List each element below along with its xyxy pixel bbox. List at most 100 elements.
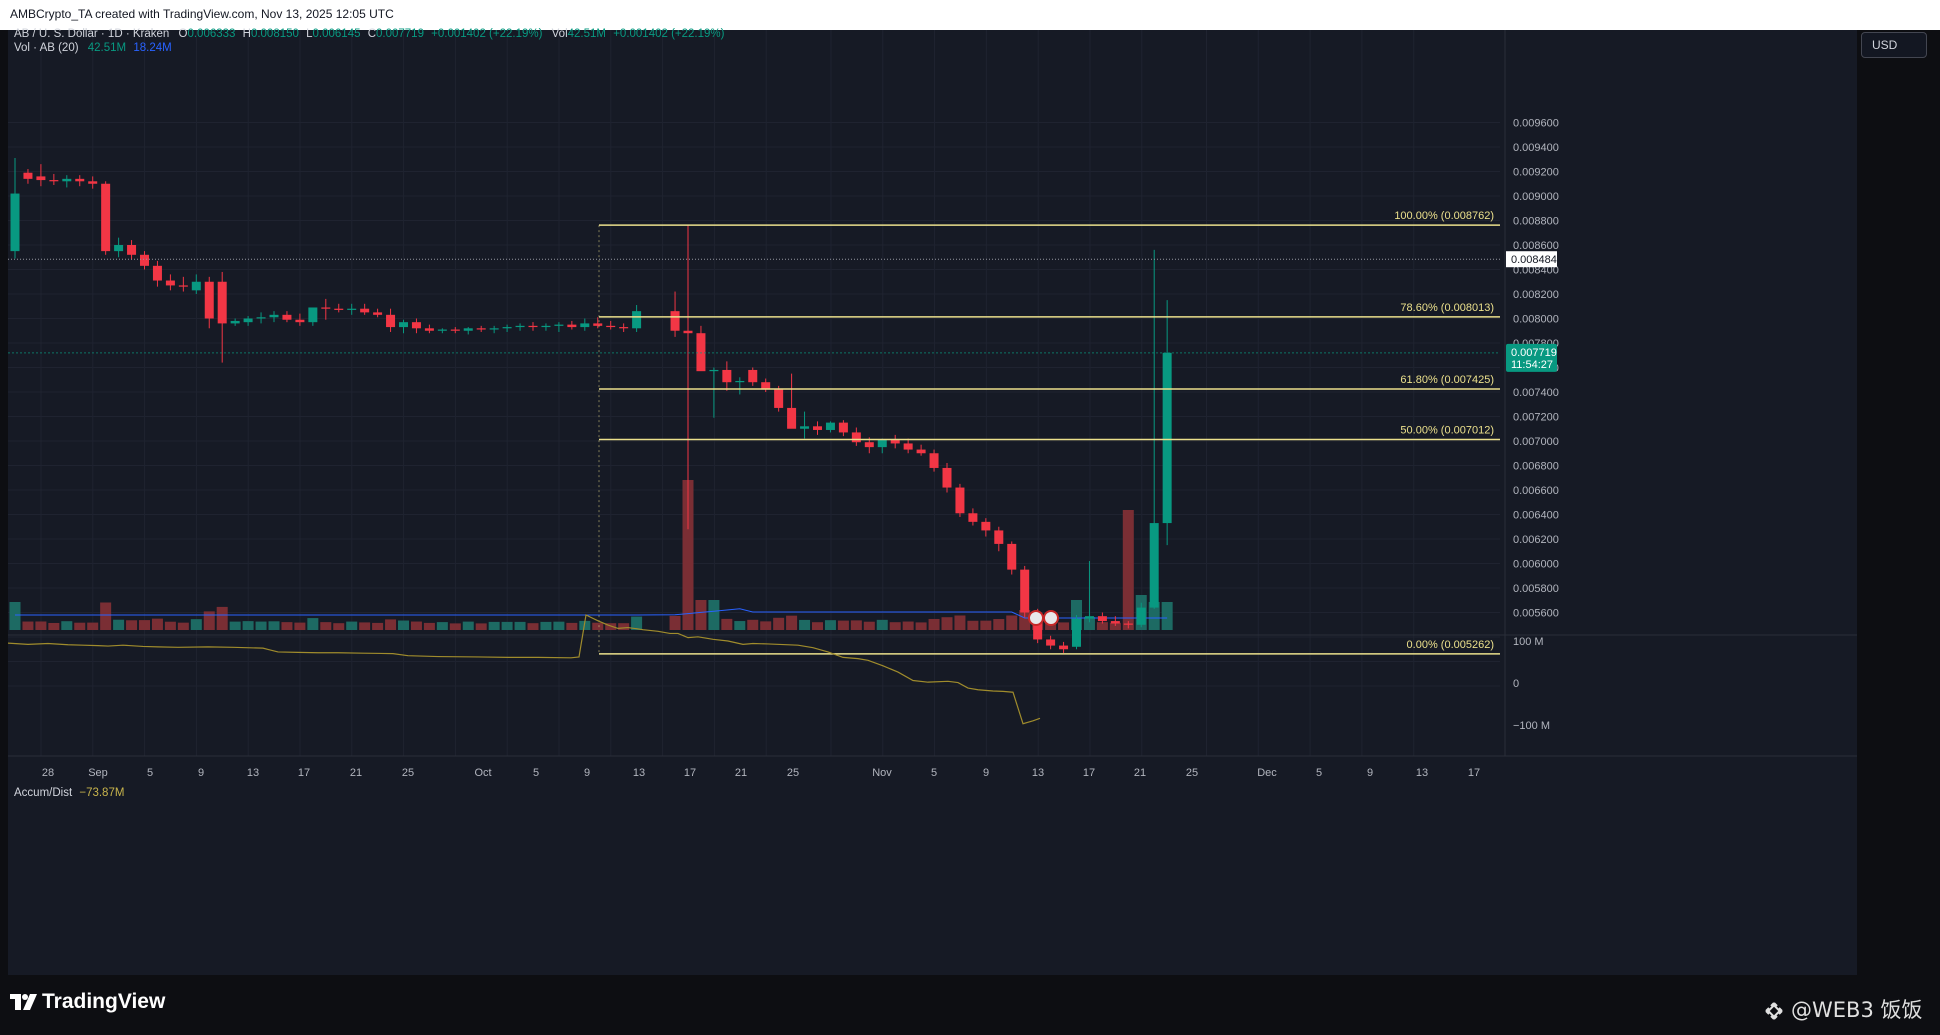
candle-body <box>178 285 188 287</box>
candle-body <box>864 442 874 448</box>
candle-body <box>49 180 59 182</box>
candle-body <box>942 467 952 488</box>
low-value: 0.006145 <box>312 28 361 40</box>
candle-body <box>36 176 46 181</box>
candle-body <box>619 327 629 329</box>
time-axis-label: 5 <box>533 767 539 779</box>
volume-bar <box>61 621 73 630</box>
candle-body <box>528 325 538 328</box>
volume-bar <box>359 622 371 630</box>
candle-body <box>256 317 266 319</box>
candle-body <box>722 369 732 383</box>
candle-body <box>670 311 680 331</box>
vol-ma-label[interactable]: Vol · AB (20) <box>14 42 79 54</box>
volume-bar <box>423 622 435 630</box>
time-axis-label: 28 <box>42 767 54 779</box>
footer-bar <box>0 975 1940 1035</box>
header-text: AMBCrypto_TA created with TradingView.co… <box>10 7 394 21</box>
candle-body <box>411 322 421 329</box>
time-axis-label: 25 <box>1186 767 1198 779</box>
volume-bar <box>488 621 500 630</box>
candle-body <box>838 422 848 433</box>
volume-bar <box>177 622 189 630</box>
volume-bar <box>695 600 707 630</box>
volume-bar <box>954 615 966 630</box>
volume-bar <box>773 617 785 630</box>
volume-bar <box>242 621 254 630</box>
time-axis-label: 25 <box>402 767 414 779</box>
candle-body <box>748 369 758 383</box>
fib-level-label: 100.00% (0.008762) <box>1394 210 1494 222</box>
candle-body <box>593 323 603 326</box>
candle-body <box>152 265 162 281</box>
candle-body <box>903 443 913 450</box>
volume-ma-line <box>15 608 1168 619</box>
volume-bar <box>1161 602 1173 630</box>
volume-bar <box>837 620 849 630</box>
volume-bar <box>449 623 461 630</box>
chart-pane[interactable]: 100.00% (0.008762) 78.60% (0.008013) 61.80… <box>8 28 1857 975</box>
candle-body <box>23 172 33 179</box>
chart-canvas[interactable]: 100.00% (0.008762) 78.60% (0.008013) 61.80… <box>8 30 1857 975</box>
candle-body <box>476 328 486 330</box>
accum-label[interactable]: Accum/Dist <box>14 787 73 799</box>
time-axis-label: 13 <box>633 767 645 779</box>
price-axis-label: 0.008600 <box>1513 240 1559 252</box>
volume-bar <box>385 619 397 630</box>
candle-body <box>709 369 719 372</box>
accum-dist-line <box>8 614 1041 725</box>
volume-bar <box>1148 602 1160 630</box>
volume-bar <box>915 622 927 630</box>
candle-body <box>813 426 822 430</box>
time-axis-label: 13 <box>1032 767 1044 779</box>
countdown-text: 11:54:27 <box>1511 359 1553 371</box>
candle-body <box>1020 569 1030 613</box>
currency-button[interactable]: USD <box>1861 32 1927 58</box>
volume-bar <box>850 620 862 630</box>
candle-body <box>1072 618 1081 647</box>
candle-body <box>877 439 887 448</box>
volume-bar <box>268 621 280 630</box>
open-label: O <box>178 28 188 40</box>
price-axis-label: 0.009000 <box>1513 191 1559 203</box>
candle-body <box>1046 639 1056 646</box>
ad-axis-label: 0 <box>1513 678 1519 690</box>
time-axis-label: 5 <box>931 767 937 779</box>
fib-level-label: 0.00% (0.005262) <box>1407 639 1494 651</box>
candle-body <box>968 513 978 522</box>
symbol-description[interactable]: AB / U. S. Dollar · 1D · Kraken <box>14 28 170 40</box>
time-axis-label: 9 <box>1367 767 1373 779</box>
volume-bar <box>760 621 772 630</box>
candle-body <box>632 311 642 329</box>
candle-body <box>981 521 991 531</box>
volume-bar <box>980 620 992 630</box>
volume-bar <box>22 621 34 630</box>
volume-bar <box>372 622 384 630</box>
candle-body <box>606 325 616 328</box>
volume-bar <box>1058 622 1070 630</box>
candle-body <box>243 318 253 323</box>
candle-body <box>295 319 305 323</box>
candle-body <box>554 324 564 326</box>
candle-body <box>1059 645 1069 650</box>
binance-logo-icon <box>1765 1002 1783 1020</box>
candle-body <box>1123 623 1133 625</box>
price-axis-label: 0.006800 <box>1513 461 1559 473</box>
volume-bar <box>941 617 953 630</box>
plot-background <box>8 30 1857 975</box>
candle-body <box>114 245 124 252</box>
candle-body <box>217 281 227 324</box>
volume-bar <box>1096 622 1108 630</box>
candle-body <box>399 322 408 328</box>
candle-body <box>373 312 383 315</box>
volume-bar <box>708 600 720 630</box>
candle-body <box>1007 543 1017 570</box>
volume-bar <box>74 622 86 630</box>
volume-bar <box>48 622 60 630</box>
time-axis-label: 9 <box>198 767 204 779</box>
price-axis-label: 0.008000 <box>1513 314 1559 326</box>
volume-bar <box>139 620 150 630</box>
open-value: 0.006333 <box>187 28 236 40</box>
candle-body <box>140 254 149 266</box>
volume-bar <box>514 621 526 630</box>
